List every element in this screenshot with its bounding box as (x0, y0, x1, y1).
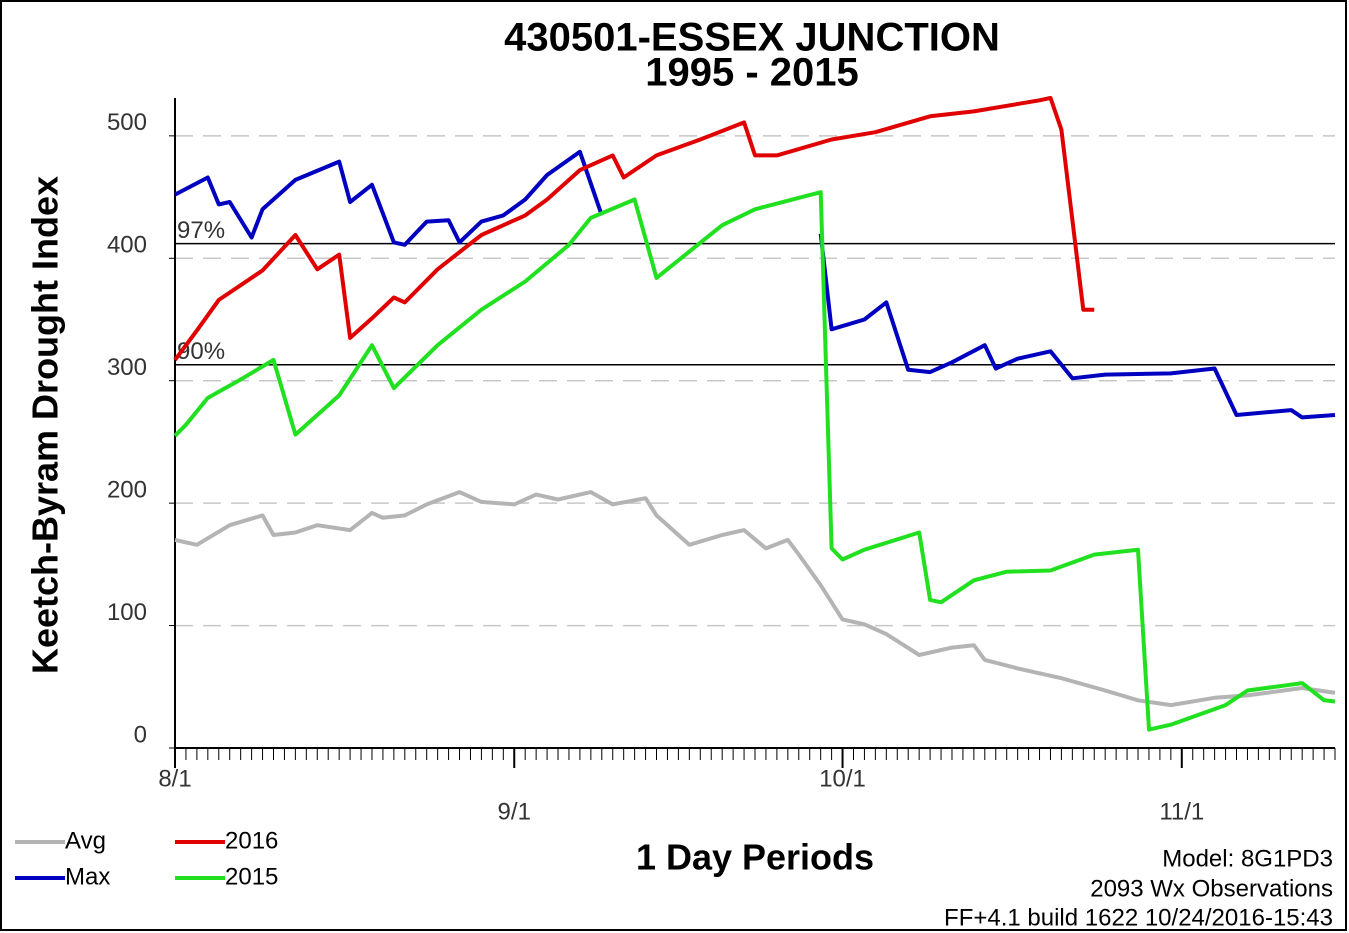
note: Model: 8G1PD3 (1162, 845, 1333, 872)
note: FF+4.1 build 1622 10/24/2016-15:43 (944, 904, 1333, 931)
y-tick-label: 500 (107, 109, 147, 136)
reference-label: 90% (177, 338, 225, 365)
x-tick-label: 10/1 (819, 765, 866, 792)
series-line (174, 490, 1336, 708)
legend-label: Avg (65, 827, 106, 854)
note: 2093 Wx Observations (1090, 875, 1333, 902)
legend-label: 2015 (225, 863, 278, 890)
y-tick-label: 300 (107, 354, 147, 381)
y-tick-label: 100 (107, 599, 147, 626)
series-line (173, 190, 1336, 732)
series-line (173, 95, 1095, 362)
y-tick-label: 0 (134, 721, 147, 748)
chart-subtitle: 1995 - 2015 (645, 51, 859, 95)
legend-label: 2016 (225, 827, 278, 854)
chart-title: 430501-ESSEX JUNCTION (504, 16, 1000, 60)
y-tick-label: 200 (107, 476, 147, 503)
series-line (174, 149, 1336, 420)
x-tick-label: 9/1 (498, 798, 531, 825)
x-tick-label: 8/1 (158, 765, 191, 792)
y-axis-label: Keetch-Byram Drought Index (25, 176, 66, 674)
reference-label: 97% (177, 217, 225, 244)
x-axis-label: 1 Day Periods (636, 837, 874, 878)
legend-label: Max (65, 863, 110, 890)
y-tick-label: 400 (107, 232, 147, 259)
x-tick-label: 11/1 (1159, 798, 1204, 825)
